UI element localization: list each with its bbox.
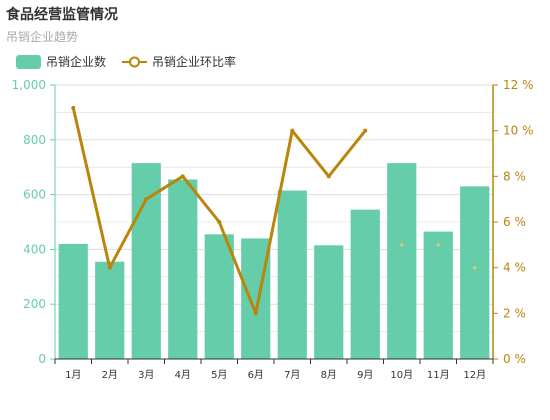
bar-2 (95, 261, 125, 359)
axis-layer: 0 200 400 600 800 1,000 0 % 2 % 4 % 6 % 8 % 10 % 12 … (12, 78, 534, 381)
legend-bar-swatch (16, 54, 41, 69)
legend-line-swatch (122, 56, 148, 67)
bar-1 (58, 243, 88, 359)
x-tick-label: 10月 (390, 369, 413, 381)
y-left-tick-label: 200 (23, 297, 46, 311)
bar-4 (168, 179, 198, 359)
x-tick-label: 7月 (284, 369, 300, 381)
x-tick-label: 11月 (427, 369, 450, 381)
line-layer (71, 105, 477, 316)
rate-point-4 (180, 174, 185, 179)
rate-point-8 (326, 174, 331, 179)
y-right-tick-label: 4 % (503, 261, 526, 275)
chart-legend: 吊销企业数 吊销企业环比率 (16, 53, 252, 70)
rate-point-9 (363, 128, 368, 133)
legend-bar-label: 吊销企业数 (46, 55, 107, 69)
bar-3 (131, 163, 161, 359)
y-right-tick-label: 0 % (503, 352, 526, 366)
y-right-tick-label: 6 % (503, 215, 526, 229)
chart-title: 食品经营监管情况 (6, 7, 118, 23)
rate-point-2 (107, 265, 112, 270)
y-left-tick-label: 400 (23, 242, 46, 256)
y-left-tick-label: 1,000 (12, 78, 46, 92)
bar-5 (204, 234, 234, 359)
rate-faint-point-3 (473, 266, 477, 270)
chart-subtitle: 吊销企业趋势 (6, 30, 79, 44)
bar-12 (460, 186, 490, 359)
rate-point-5 (217, 220, 222, 224)
legend-item-bar-series[interactable]: 吊销企业数 (16, 53, 106, 70)
bar-layer (58, 163, 490, 359)
bar-11 (423, 231, 453, 359)
y-right-tick-label: 2 % (503, 306, 526, 320)
x-tick-label: 9月 (357, 369, 373, 381)
rate-faint-point-2 (436, 243, 440, 247)
legend-line-label: 吊销企业环比率 (152, 55, 237, 69)
legend-item-line-series[interactable]: 吊销企业环比率 (122, 53, 236, 70)
bar-9 (350, 209, 380, 359)
rate-point-1 (71, 105, 76, 110)
x-tick-label: 4月 (175, 369, 191, 381)
x-tick-label: 1月 (65, 369, 81, 381)
x-tick-label: 6月 (248, 369, 264, 381)
y-left-tick-label: 0 (38, 352, 46, 366)
rate-point-7 (290, 128, 295, 133)
y-right-tick-label: 12 % (503, 78, 534, 92)
rate-point-6 (253, 311, 258, 316)
x-tick-label: 12月 (463, 369, 486, 381)
x-tick-label: 5月 (211, 369, 227, 381)
bar-8 (314, 245, 344, 359)
y-left-tick-label: 800 (23, 133, 46, 147)
bar-10 (387, 163, 417, 359)
x-tick-label: 8月 (321, 369, 337, 381)
grid-layer (55, 84, 493, 332)
bar-7 (277, 190, 307, 359)
rate-point-3 (144, 197, 149, 202)
y-left-tick-label: 600 (23, 188, 46, 202)
y-right-tick-label: 8 % (503, 169, 526, 183)
x-tick-label: 2月 (102, 369, 118, 381)
x-tick-label: 3月 (138, 369, 154, 381)
y-right-tick-label: 10 % (503, 124, 534, 138)
rate-faint-point-1 (400, 243, 404, 247)
